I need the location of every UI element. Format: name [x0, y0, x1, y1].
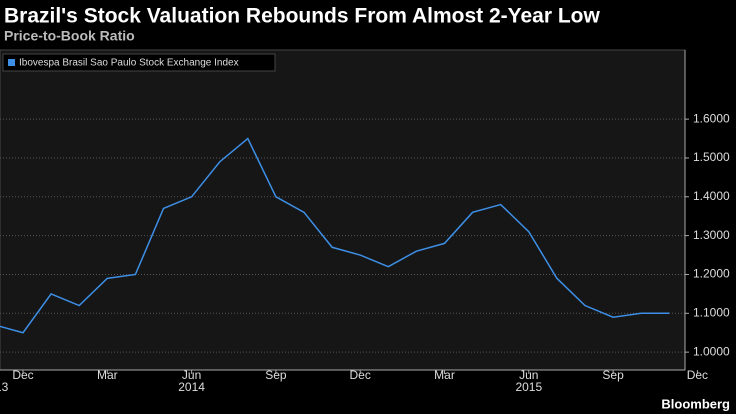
source: Bloomberg	[661, 396, 730, 411]
x-tick-label: Mar	[434, 368, 455, 382]
y-tick-label: 1.3000	[693, 228, 730, 242]
y-tick-label: 1.5000	[693, 150, 730, 164]
x-tick-label: Dec	[350, 368, 371, 382]
y-tick-label: 1.4000	[693, 189, 730, 203]
chart-subtitle: Price-to-Book Ratio	[4, 28, 135, 44]
x-tick-label: Jun	[182, 368, 201, 382]
y-tick-label: 1.2000	[693, 267, 730, 281]
x-tick-label: Mar	[97, 368, 118, 382]
year-label: 2015	[515, 380, 542, 394]
legend-label: Ibovespa Brasil Sao Paulo Stock Exchange…	[19, 58, 239, 69]
plot-area	[0, 49, 686, 371]
y-tick-label: 1.1000	[693, 305, 730, 319]
y-tick-label: 1.6000	[693, 111, 730, 125]
x-tick-label: Jun	[519, 368, 538, 382]
year-label: 2013	[0, 380, 9, 394]
x-tick-label: Dec	[687, 368, 708, 382]
legend-swatch	[8, 59, 15, 66]
chart-title: Brazil's Stock Valuation Rebounds From A…	[4, 5, 600, 28]
x-tick-label: Sep	[265, 368, 287, 382]
year-label: 2014	[178, 380, 205, 394]
y-tick-label: 1.0000	[693, 344, 730, 358]
x-tick-label: Sep	[602, 368, 624, 382]
x-tick-label: Dec	[12, 368, 33, 382]
line	[0, 137, 670, 334]
legend	[2, 53, 276, 72]
